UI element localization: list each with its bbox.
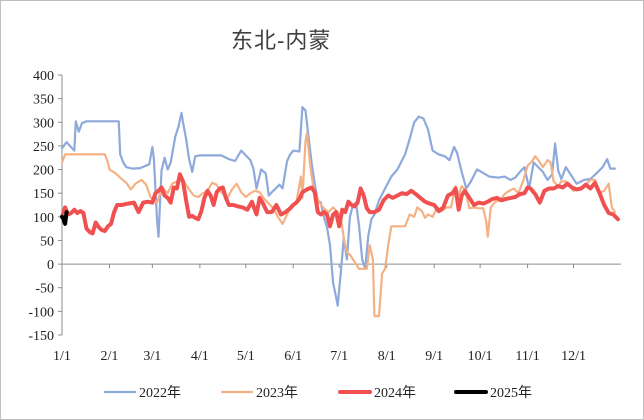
y-tick-label: 200 bbox=[33, 164, 54, 179]
x-tick-label: 4/1 bbox=[191, 349, 209, 364]
x-tick-label: 6/1 bbox=[284, 349, 302, 364]
y-tick-label: 400 bbox=[33, 69, 54, 84]
x-tick-label: 1/1 bbox=[53, 349, 71, 364]
x-tick-label: 9/1 bbox=[425, 349, 443, 364]
y-tick-label: -150 bbox=[28, 329, 54, 344]
legend-label: 2025年 bbox=[490, 385, 532, 401]
chart-title: 东北-内蒙 bbox=[231, 29, 332, 54]
legend-label: 2022年 bbox=[139, 385, 181, 401]
x-tick-label: 8/1 bbox=[378, 349, 396, 364]
series-line-2022年 bbox=[60, 106, 616, 307]
x-tick-label: 2/1 bbox=[101, 349, 119, 364]
legend-label: 2024年 bbox=[374, 385, 416, 401]
y-tick-label: 250 bbox=[33, 140, 54, 155]
series-line-2023年 bbox=[60, 131, 616, 318]
x-tick-label: 10/1 bbox=[468, 349, 493, 364]
series-line-2024年 bbox=[60, 172, 620, 236]
x-tick-label: 11/1 bbox=[515, 349, 539, 364]
x-tick-label: 5/1 bbox=[237, 349, 255, 364]
y-tick-label: 0 bbox=[47, 258, 54, 273]
y-tick-label: 150 bbox=[33, 187, 54, 202]
legend-label: 2023年 bbox=[256, 385, 298, 401]
x-tick-label: 7/1 bbox=[330, 349, 348, 364]
y-tick-label: -50 bbox=[35, 282, 54, 297]
y-tick-label: 100 bbox=[33, 211, 54, 226]
x-tick-label: 3/1 bbox=[143, 349, 161, 364]
y-tick-label: 350 bbox=[33, 93, 54, 108]
series-line-2025年 bbox=[60, 210, 69, 226]
y-tick-label: 300 bbox=[33, 116, 54, 131]
y-tick-label: -100 bbox=[28, 305, 54, 320]
x-tick-label: 12/1 bbox=[561, 349, 586, 364]
y-tick-label: 50 bbox=[40, 234, 54, 249]
